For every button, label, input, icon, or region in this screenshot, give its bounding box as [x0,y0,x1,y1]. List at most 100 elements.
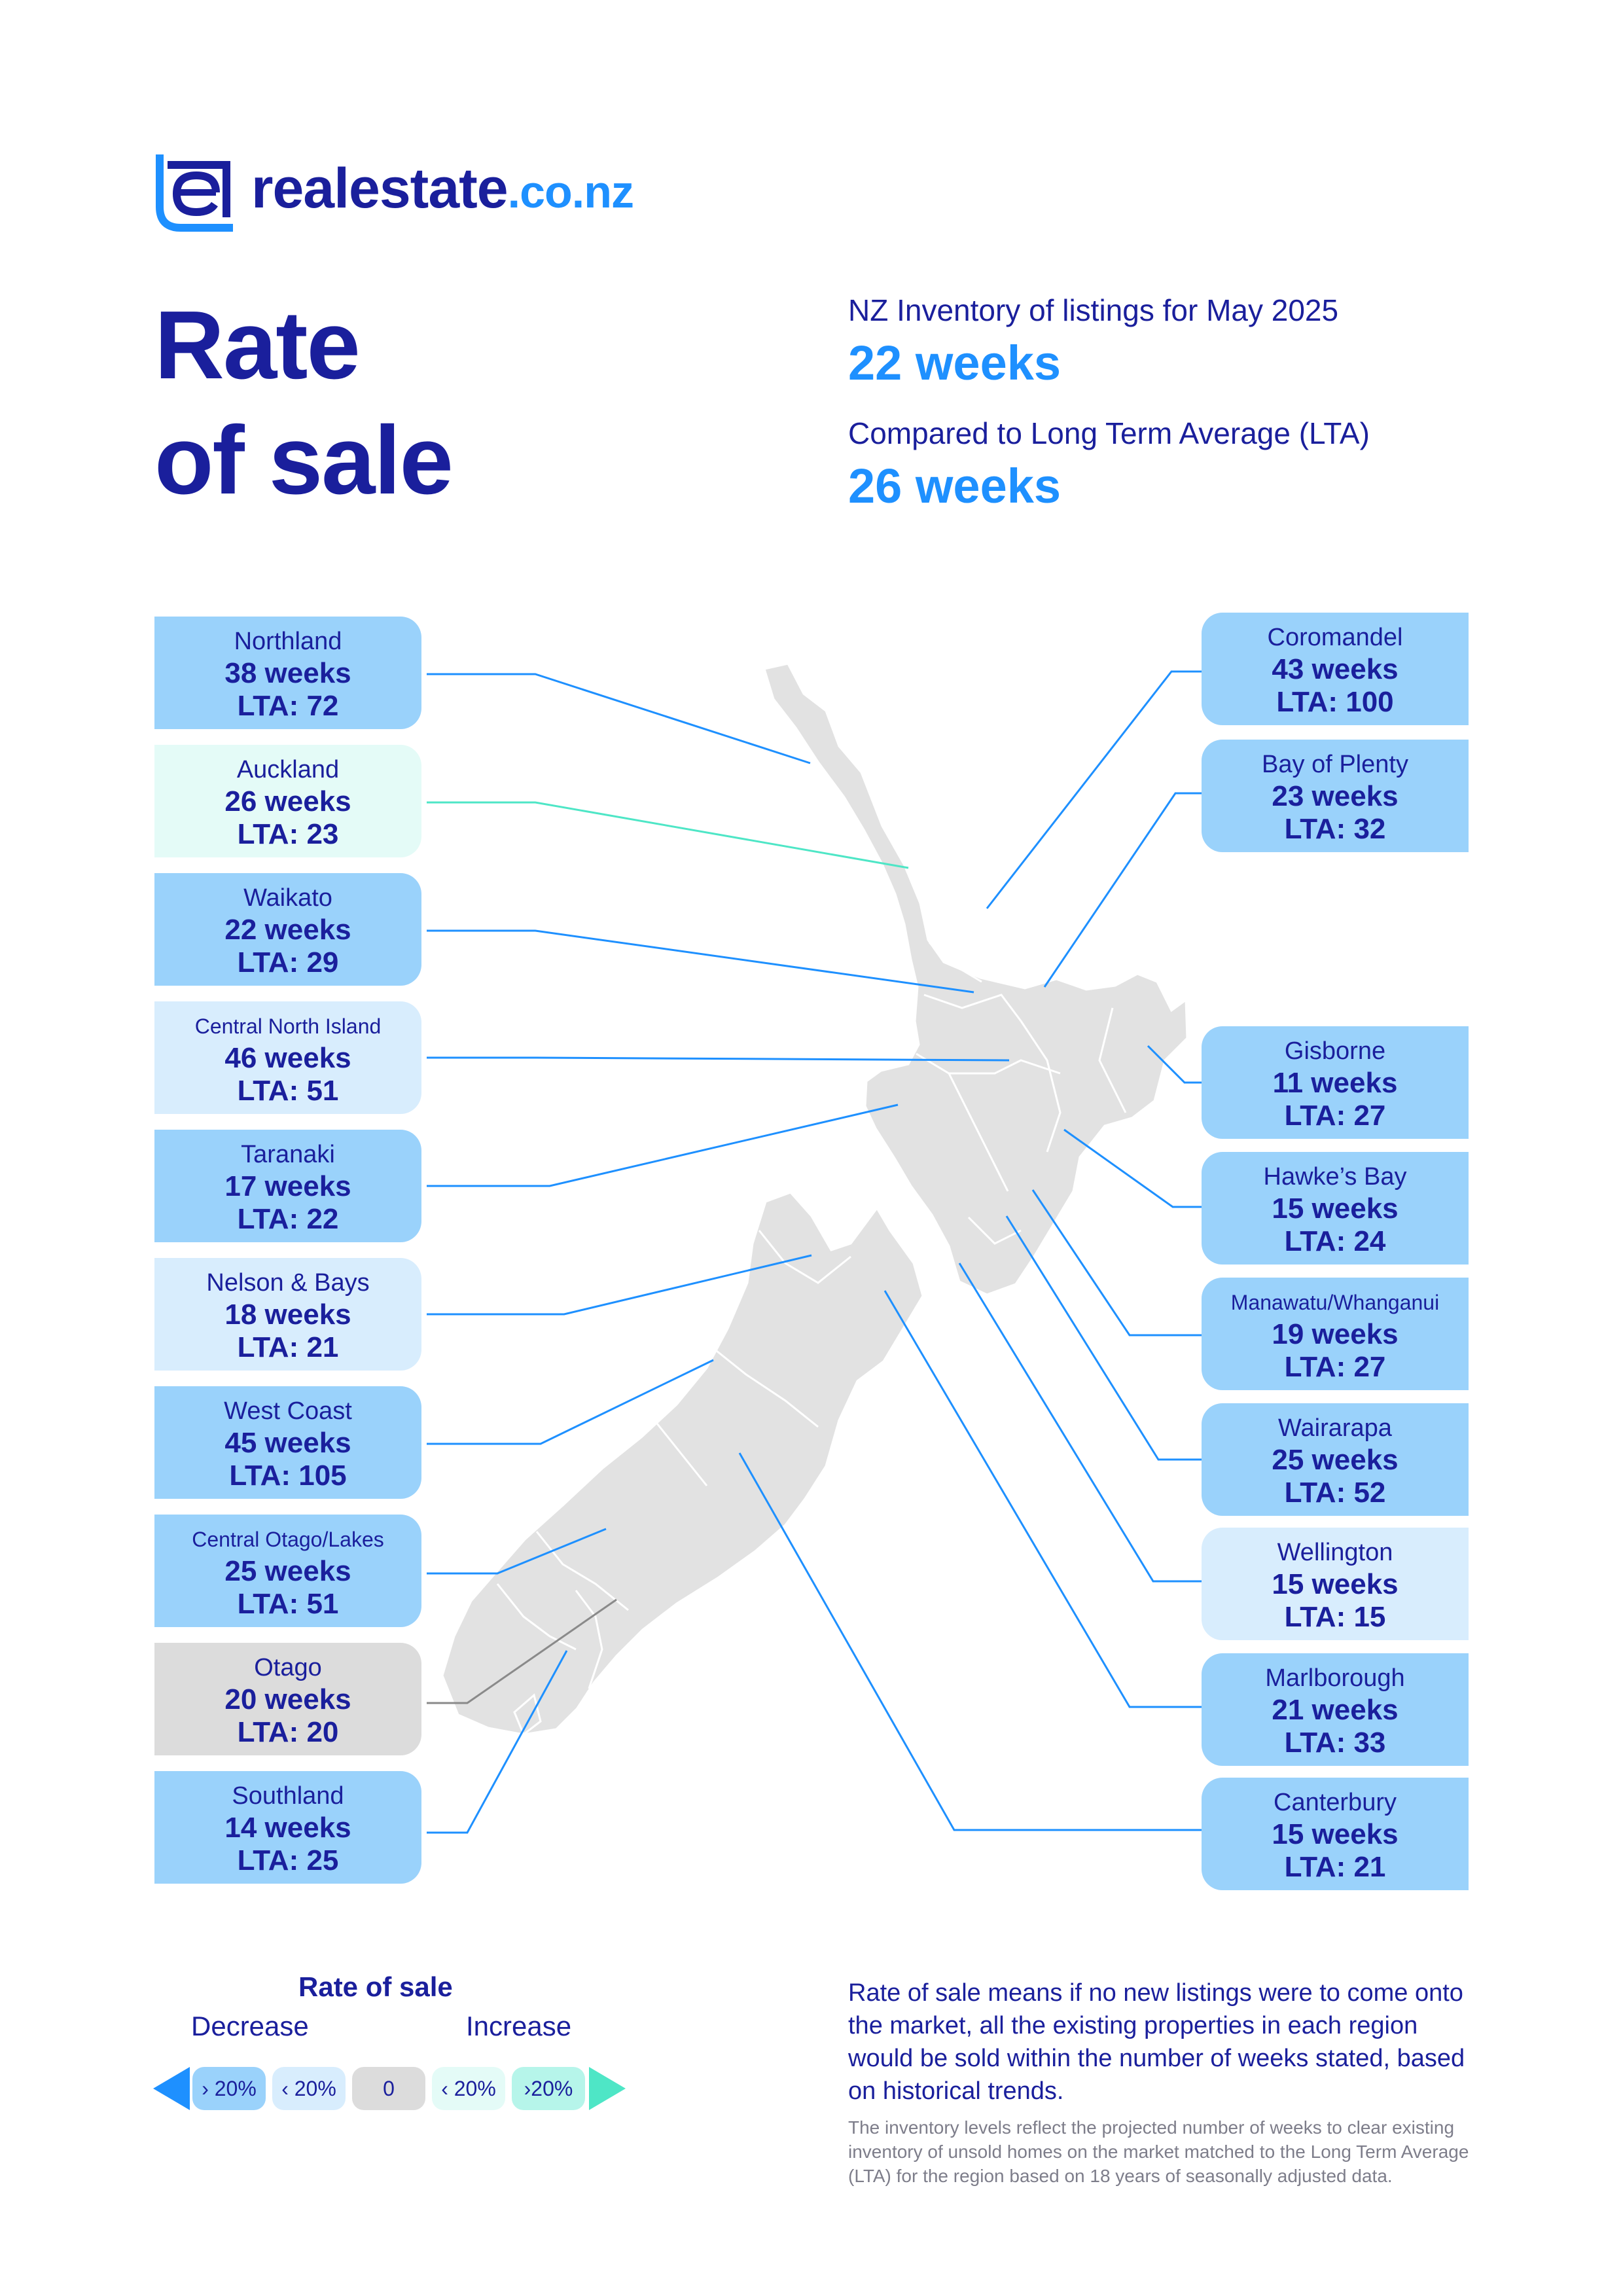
region-lta: LTA: 25 [237,1844,339,1876]
region-weeks: 21 weeks [1272,1694,1399,1726]
connector-coromandel [986,670,1204,909]
region-card-wairarapa: Wairarapa 25 weeks LTA: 52 [1202,1403,1469,1516]
region-card-west-coast: West Coast 45 weeks LTA: 105 [154,1386,421,1499]
legend-pill-decrease-under-20: ‹ 20% [272,2067,346,2110]
connector-manawatu [1031,1189,1204,1336]
lta-label: Compared to Long Term Average (LTA) [848,416,1370,450]
connector-auckland [427,801,909,869]
connector-hawkes-bay [1063,1128,1204,1208]
region-weeks: 17 weeks [224,1170,351,1202]
region-name: Nelson & Bays [206,1269,370,1297]
logo-mark [156,154,233,232]
region-name: Gisborne [1284,1037,1386,1065]
region-card-canterbury: Canterbury 15 weeks LTA: 21 [1202,1778,1469,1890]
legend-pill-decrease-over-20: › 20% [192,2067,266,2110]
region-name: Central North Island [194,1014,382,1038]
region-lta: LTA: 22 [237,1203,339,1235]
region-card-auckland: Auckland 26 weeks LTA: 23 [154,745,421,857]
region-name: West Coast [224,1397,352,1425]
region-lta: LTA: 21 [237,1331,339,1363]
region-card-nelson-bays: Nelson & Bays 18 weeks LTA: 21 [154,1258,421,1371]
connector-canterbury [738,1452,1204,1831]
connector-waikato [427,929,974,994]
region-name: Coromandel [1267,624,1403,651]
page-title-line2: of sale [154,406,454,514]
region-lta: LTA: 51 [237,1075,339,1107]
region-name: Auckland [236,756,340,783]
region-lta: LTA: 23 [237,818,339,850]
region-weeks: 22 weeks [224,914,351,946]
region-name: Taranaki [241,1141,335,1168]
region-lta: LTA: 72 [237,690,339,722]
connector-gisborne [1147,1045,1204,1084]
connector-southland [427,1650,568,1834]
region-lta: LTA: 21 [1284,1851,1386,1883]
region-weeks: 25 weeks [1272,1444,1399,1476]
region-name: Hawke’s Bay [1263,1163,1407,1191]
region-card-gisborne: Gisborne 11 weeks LTA: 27 [1202,1026,1469,1139]
brand-tld: .co.nz [507,166,634,217]
legend-pill-no-change: 0 [352,2067,425,2110]
region-weeks: 45 weeks [224,1427,351,1459]
region-lta: LTA: 100 [1276,686,1394,718]
region-weeks: 15 weeks [1272,1193,1399,1225]
region-lta: LTA: 105 [229,1460,347,1492]
brand-name: realestate [251,157,508,220]
connector-bay-of-plenty [1043,792,1204,988]
lta-value: 26 weeks [848,459,1061,513]
connector-wairarapa [1005,1215,1204,1461]
connector-west-coast [427,1359,714,1445]
region-card-wellington: Wellington 15 weeks LTA: 15 [1202,1528,1469,1640]
south-island-shape [441,1191,924,1736]
legend-pill-increase-under-20: ‹ 20% [432,2067,505,2110]
north-island-borders [916,941,1127,1245]
region-card-central-north-island: Central North Island 46 weeks LTA: 51 [154,1001,421,1114]
region-weeks: 43 weeks [1272,653,1399,685]
region-card-northland: Northland 38 weeks LTA: 72 [154,617,421,729]
region-name: Otago [254,1654,322,1681]
region-name: Northland [234,628,342,655]
region-card-bay-of-plenty: Bay of Plenty 23 weeks LTA: 32 [1202,740,1469,852]
region-weeks: 46 weeks [224,1042,351,1074]
connector-central-north-island [427,1056,1010,1062]
region-lta: LTA: 27 [1284,1351,1386,1383]
connector-taranaki [427,1103,899,1187]
region-name: Wairarapa [1278,1414,1392,1442]
region-weeks: 19 weeks [1272,1318,1399,1350]
region-name: Canterbury [1274,1789,1397,1816]
region-name: Manawatu/Whanganui [1230,1291,1440,1314]
region-weeks: 11 weeks [1272,1067,1398,1099]
inventory-value: 22 weeks [848,336,1061,390]
region-name: Marlborough [1265,1664,1405,1692]
page-title-line1: Rate [154,291,361,399]
region-weeks: 18 weeks [224,1299,351,1331]
connector-wellington [958,1263,1204,1583]
brand-wordmark[interactable]: realestate.co.nz [251,156,634,224]
region-name: Bay of Plenty [1262,751,1408,778]
region-card-taranaki: Taranaki 17 weeks LTA: 22 [154,1130,421,1242]
region-lta: LTA: 24 [1284,1225,1386,1257]
connector-lines [427,670,1204,1834]
region-name: Wellington [1277,1539,1393,1566]
region-card-central-otago-lakes: Central Otago/Lakes 25 weeks LTA: 51 [154,1515,421,1627]
legend-title: Rate of sale [298,1971,453,2002]
region-lta: LTA: 52 [1284,1477,1386,1509]
region-lta: LTA: 15 [1284,1601,1386,1633]
region-lta: LTA: 33 [1284,1727,1386,1759]
region-weeks: 20 weeks [224,1683,351,1715]
region-weeks: 14 weeks [224,1812,351,1844]
region-card-marlborough: Marlborough 21 weeks LTA: 33 [1202,1653,1469,1766]
region-weeks: 15 weeks [1272,1818,1399,1850]
region-weeks: 15 weeks [1272,1568,1399,1600]
region-card-southland: Southland 14 weeks LTA: 25 [154,1771,421,1884]
legend-pill-increase-over-20: ›20% [512,2067,585,2110]
rate-of-sale-description: Rate of sale means if no new listings we… [848,1979,1465,2105]
region-card-hawkes-bay: Hawke’s Bay 15 weeks LTA: 24 [1202,1152,1469,1265]
region-card-waikato: Waikato 22 weeks LTA: 29 [154,873,421,986]
region-card-otago: Otago 20 weeks LTA: 20 [154,1643,421,1755]
connector-central-otago [427,1528,607,1575]
inventory-label: NZ Inventory of listings for May 2025 [848,293,1339,327]
region-name: Central Otago/Lakes [192,1528,384,1551]
region-card-manawatu-whanganui: Manawatu/Whanganui 19 weeks LTA: 27 [1202,1278,1469,1390]
